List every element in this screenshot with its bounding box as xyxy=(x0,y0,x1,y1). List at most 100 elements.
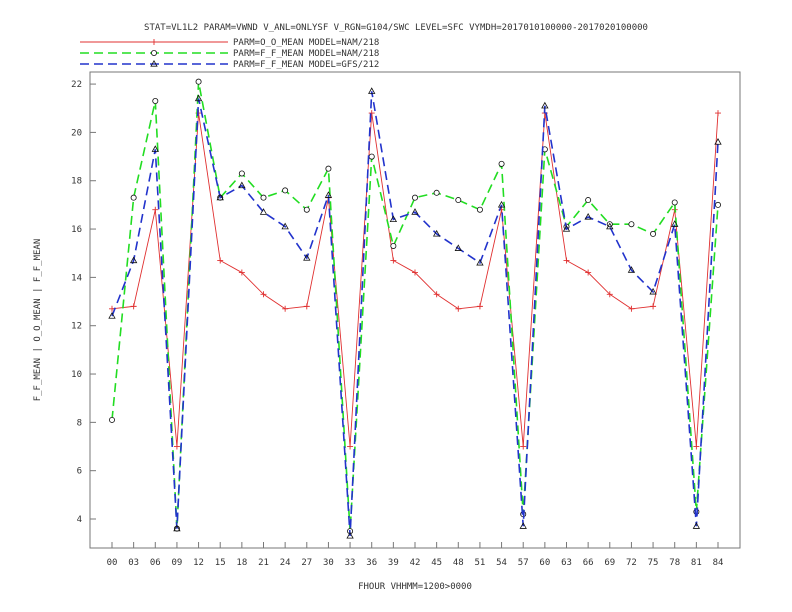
x-axis-label: FHOUR VHHMM=1200>0000 xyxy=(358,582,472,592)
x-tick-label: 78 xyxy=(669,558,680,568)
x-tick-label: 66 xyxy=(583,558,594,568)
y-tick-label: 10 xyxy=(71,370,82,380)
data-point xyxy=(194,94,203,102)
data-point xyxy=(585,197,592,204)
x-tick-label: 75 xyxy=(648,558,659,568)
x-tick-label: 09 xyxy=(172,558,183,568)
data-point xyxy=(541,101,549,109)
series-2 xyxy=(109,78,722,535)
x-tick-label: 51 xyxy=(475,558,486,568)
y-tick-label: 14 xyxy=(71,273,82,283)
data-point xyxy=(130,303,137,310)
y-axis-label: F_F_MEAN | O_O_MEAN | F_F_MEAN xyxy=(33,239,43,402)
data-point xyxy=(303,206,310,213)
data-point xyxy=(173,524,181,532)
data-point xyxy=(714,138,722,145)
y-tick-label: 20 xyxy=(71,128,82,138)
data-point xyxy=(195,78,202,85)
x-tick-label: 57 xyxy=(518,558,529,568)
x-tick-label: 21 xyxy=(258,558,269,568)
legend-marker xyxy=(151,39,157,45)
data-point xyxy=(715,201,722,208)
y-tick-label: 18 xyxy=(71,177,82,187)
x-tick-label: 45 xyxy=(431,558,442,568)
x-tick-label: 18 xyxy=(236,558,247,568)
data-point xyxy=(715,110,721,117)
data-point xyxy=(152,206,159,213)
x-tick-label: 12 xyxy=(193,558,204,568)
x-tick-label: 24 xyxy=(280,558,291,568)
data-point xyxy=(389,215,398,222)
legend-label: PARM=F_F_MEAN MODEL=GFS/212 xyxy=(233,60,379,70)
data-point xyxy=(216,193,224,201)
series-group xyxy=(108,78,722,539)
data-point xyxy=(368,153,375,160)
data-point xyxy=(432,229,441,237)
data-point xyxy=(671,199,678,206)
data-point xyxy=(476,258,484,266)
data-point xyxy=(281,222,289,230)
y-tick-label: 8 xyxy=(77,418,82,428)
data-point xyxy=(628,221,635,228)
legend-marker xyxy=(150,59,158,67)
series-3 xyxy=(108,87,722,539)
data-point xyxy=(497,200,506,208)
series-line xyxy=(111,113,719,447)
y-tick-label: 16 xyxy=(71,225,82,235)
data-point xyxy=(584,212,592,220)
data-point xyxy=(303,254,311,261)
data-point xyxy=(650,230,657,237)
data-point xyxy=(433,189,440,196)
x-tick-label: 39 xyxy=(388,558,399,568)
data-point xyxy=(411,194,418,201)
chart-title: STAT=VL1L2 PARAM=VWND V_ANL=ONLYSF V_RGN… xyxy=(144,23,648,33)
data-point xyxy=(411,208,419,215)
data-point xyxy=(519,522,527,529)
data-point xyxy=(606,222,614,230)
data-point xyxy=(129,256,138,264)
legend-item: PARM=O_O_MEAN MODEL=NAM/218 xyxy=(80,38,379,48)
x-tick-label: 36 xyxy=(366,558,377,568)
x-tick-label: 33 xyxy=(345,558,356,568)
data-point xyxy=(454,244,462,251)
data-point xyxy=(585,269,592,276)
data-point xyxy=(347,443,354,450)
x-tick-label: 27 xyxy=(301,558,312,568)
data-point xyxy=(649,287,657,295)
data-point xyxy=(238,170,245,177)
data-point xyxy=(173,443,180,450)
y-tick-label: 22 xyxy=(71,80,82,90)
data-point xyxy=(476,206,483,213)
data-point xyxy=(324,191,333,198)
data-point xyxy=(152,97,159,104)
x-tick-label: 63 xyxy=(561,558,572,568)
legend-marker xyxy=(150,50,157,57)
y-tick-label: 6 xyxy=(77,467,82,477)
data-point xyxy=(238,181,246,189)
data-point xyxy=(650,303,657,310)
x-tick-label: 06 xyxy=(150,558,161,568)
series-line xyxy=(111,81,719,532)
legend-label: PARM=F_F_MEAN MODEL=NAM/218 xyxy=(233,49,379,59)
data-point xyxy=(303,303,310,310)
x-tick-label: 48 xyxy=(453,558,464,568)
x-tick-label: 30 xyxy=(323,558,334,568)
y-tick-label: 12 xyxy=(71,322,82,332)
data-point xyxy=(433,291,440,298)
data-point xyxy=(238,269,245,276)
data-point xyxy=(455,197,462,204)
data-point xyxy=(520,443,527,450)
data-point xyxy=(606,291,613,298)
data-point xyxy=(108,312,116,319)
data-point xyxy=(282,187,289,194)
x-tick-label: 69 xyxy=(604,558,615,568)
data-point xyxy=(498,160,505,167)
legend-item: PARM=F_F_MEAN MODEL=NAM/218 xyxy=(80,49,379,59)
data-point xyxy=(562,225,571,232)
data-point xyxy=(455,305,462,312)
data-point xyxy=(260,291,267,298)
data-point xyxy=(628,305,635,312)
data-point xyxy=(151,145,159,152)
data-point xyxy=(130,194,137,201)
